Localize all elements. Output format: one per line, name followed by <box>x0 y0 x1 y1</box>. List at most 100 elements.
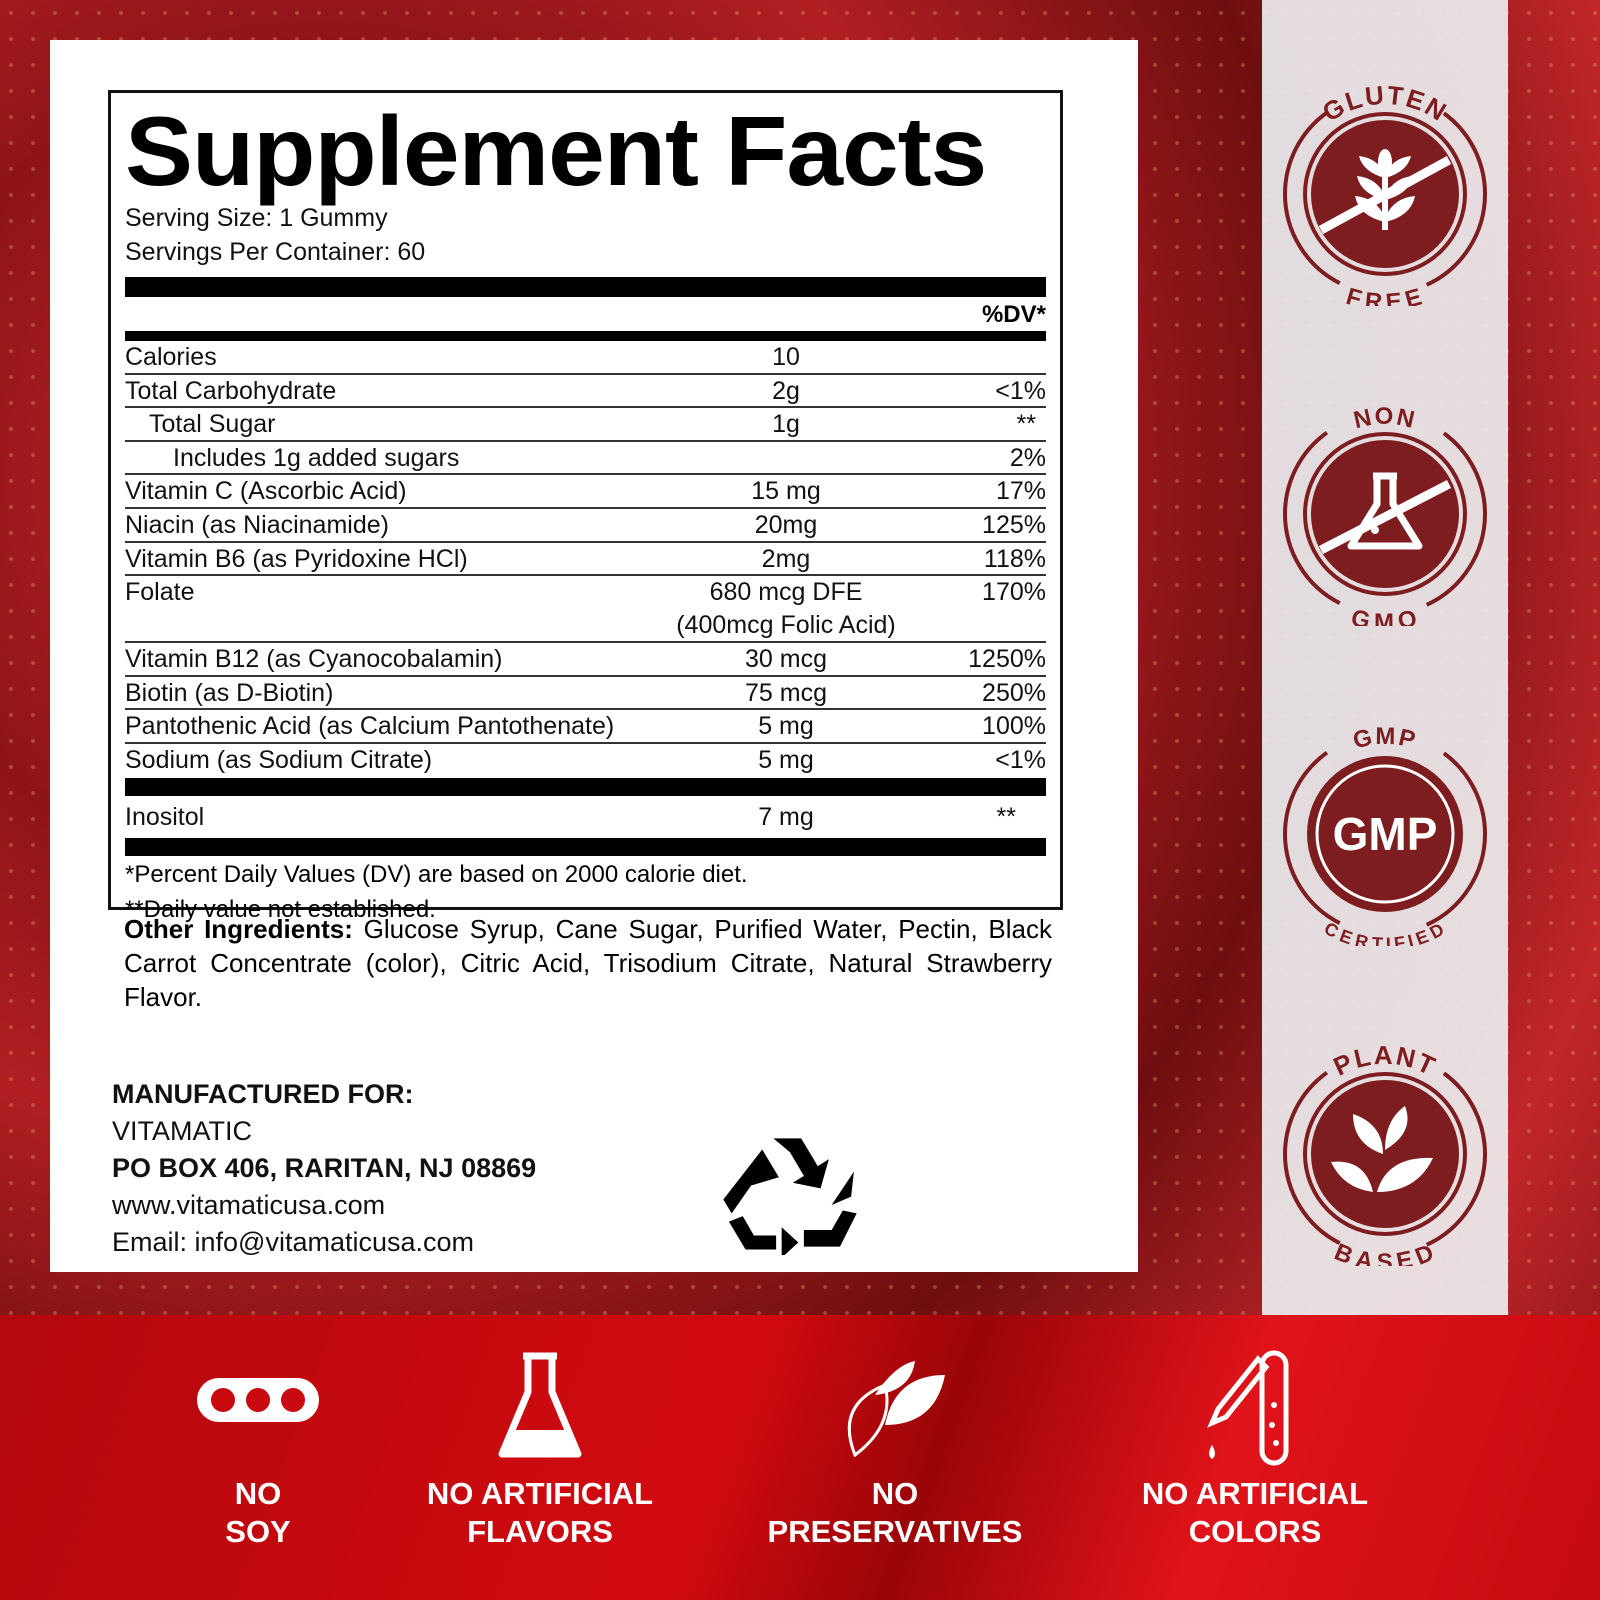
manufacturer-website: www.vitamaticusa.com <box>112 1190 386 1220</box>
badge-bottom-text: FREE <box>1343 283 1425 306</box>
supplement-facts-panel: Supplement Facts Serving Size: 1 Gummy S… <box>108 90 1063 923</box>
nutrient-amount: 2g <box>696 375 876 407</box>
table-row: Vitamin C (Ascorbic Acid) 15 mg 17% <box>125 475 1046 509</box>
leaf-icon <box>847 1361 945 1458</box>
svg-text:GMO: GMO <box>1349 605 1422 626</box>
manufacturer-info: MANUFACTURED FOR: VITAMATIC PO BOX 406, … <box>112 1076 536 1261</box>
amount-secondary: (400mcg Folic Acid) <box>676 611 896 640</box>
feature-label: NO PRESERVATIVES <box>745 1475 1045 1551</box>
nutrient-amount: 15 mg <box>696 475 876 507</box>
table-row: Total Sugar 1g ** <box>125 408 1046 442</box>
svg-text:BASED: BASED <box>1331 1239 1440 1266</box>
nutrient-dv: <1% <box>995 745 1046 774</box>
nutrient-amount: 680 mcg DFE (400mcg Folic Acid) <box>676 576 896 641</box>
nutrient-dv: 1250% <box>968 645 1046 674</box>
nutrient-dv: 170% <box>982 578 1046 607</box>
nutrient-name: Calories <box>125 343 217 371</box>
nutrient-amount: 30 mcg <box>696 643 876 675</box>
nutrient-dv: 2% <box>1009 443 1046 472</box>
features-band: NO SOY NO ARTIFICIAL FLAVORS NO PRESERVATIVES… <box>0 1315 1600 1600</box>
table-row: Folate 680 mcg DFE (400mcg Folic Acid) 17… <box>125 576 1046 644</box>
nutrient-amount <box>696 442 876 474</box>
feature-line1: NO ARTIFICIAL <box>426 1476 654 1511</box>
manufacturer-name: VITAMATIC <box>112 1116 252 1146</box>
dv-header: %DV* <box>981 301 1046 328</box>
badge-top-text: NON <box>1351 403 1417 434</box>
amount-text: 1g <box>772 410 800 439</box>
table-row: Niacin (as Niacinamide) 20mg 125% <box>125 509 1046 543</box>
serving-size: Serving Size: 1 Gummy <box>125 204 388 232</box>
badge-bottom-text: BASED <box>1331 1239 1438 1266</box>
badge-non-gmo: NON GMO <box>1283 403 1487 626</box>
svg-text:GMP: GMP <box>1350 723 1419 755</box>
feature-label: NO ARTIFICIAL COLORS <box>1105 1475 1405 1551</box>
manufacturer-label: MANUFACTURED FOR: <box>112 1079 414 1109</box>
table-row: Total Carbohydrate 2g <1% <box>125 375 1046 409</box>
amount-text: 5 mg <box>758 745 814 774</box>
svg-text:NON: NON <box>1351 403 1419 434</box>
svg-text:FREE: FREE <box>1343 283 1427 306</box>
feature-line2: FLAVORS <box>467 1514 613 1549</box>
feature-label: NO SOY <box>108 1475 408 1551</box>
facts-title: Supplement Facts <box>125 96 987 206</box>
nutrient-name: Sodium (as Sodium Citrate) <box>125 745 433 774</box>
feature-label: NO ARTIFICIAL FLAVORS <box>390 1475 690 1551</box>
amount-text: 680 mcg DFE <box>709 578 863 607</box>
amount-text: 5 mg <box>758 712 814 741</box>
label-card: Supplement Facts Serving Size: 1 Gummy S… <box>50 40 1138 1272</box>
nutrient-amount: 5 mg <box>696 710 876 742</box>
svg-text:GMP: GMP <box>1333 808 1438 860</box>
other-ingredients: Other Ingredients: Glucose Syrup, Cane S… <box>124 912 1052 1014</box>
other-ingredients-text: Glucose Syrup, Cane Sugar, Purified Wate… <box>124 914 1052 1012</box>
manufacturer-address: PO BOX 406, RARITAN, NJ 08869 <box>112 1153 537 1183</box>
feature-line1: NO ARTIFICIAL <box>1141 1476 1369 1511</box>
divider <box>125 837 1046 856</box>
nutrient-amount: 75 mcg <box>696 677 876 709</box>
nutrient-dv: 17% <box>995 477 1046 506</box>
flask-icon <box>498 1352 582 1458</box>
gmp-icon: GMP <box>1333 808 1438 860</box>
feature-line2: PRESERVATIVES <box>767 1514 1023 1549</box>
nutrient-dv: 125% <box>982 510 1046 539</box>
wheat-crossed-icon <box>1318 149 1452 234</box>
table-row: Inositol 7 mg ** <box>125 796 1046 838</box>
amount-text: 10 <box>772 343 800 371</box>
nutrient-name: Vitamin B12 (as Cyanocobalamin) <box>125 645 503 674</box>
amount-text: 2mg <box>761 544 811 573</box>
table-row: Vitamin B12 (as Cyanocobalamin) 30 mcg 1… <box>125 643 1046 677</box>
amount-text: 2g <box>772 376 800 405</box>
footnote: *Percent Daily Values (DV) are based on … <box>125 860 748 888</box>
nutrient-name: Vitamin B6 (as Pyridoxine HCl) <box>125 544 468 573</box>
nutrient-dv <box>876 341 1046 373</box>
amount-text: 15 mg <box>751 477 821 506</box>
servings-per-container: Servings Per Container: 60 <box>125 238 426 266</box>
amount-text: 75 mcg <box>745 678 827 707</box>
nutrient-dv: 100% <box>982 712 1046 741</box>
nutrient-amount: 7 mg <box>758 802 814 831</box>
nutrient-name: Niacin (as Niacinamide) <box>125 510 389 539</box>
nutrient-name: Biotin (as D-Biotin) <box>125 678 334 707</box>
nutrient-dv: 250% <box>982 678 1046 707</box>
nutrient-name: Folate <box>125 578 195 607</box>
nutrient-name: Vitamin C (Ascorbic Acid) <box>125 477 407 506</box>
nutrient-name: Total Sugar <box>149 410 276 439</box>
soybean-icon <box>197 1378 319 1422</box>
nutrient-name: Pantothenic Acid (as Calcium Pantothenat… <box>125 712 615 741</box>
nutrient-name: Inositol <box>125 802 205 831</box>
badge-top-text: GMP <box>1350 723 1417 755</box>
nutrient-dv: ** <box>1016 410 1036 439</box>
nutrient-amount: 2mg <box>696 543 876 575</box>
nutrient-amount: 10 <box>696 341 876 373</box>
amount-text: 30 mcg <box>745 645 827 674</box>
table-row: Pantothenic Acid (as Calcium Pantothenat… <box>125 710 1046 744</box>
recycle-icon <box>723 1138 857 1255</box>
nutrient-dv: 118% <box>983 544 1046 573</box>
badge-gmp-certified: GMP GMP CERTIFIED <box>1283 723 1487 946</box>
table-row: Includes 1g added sugars 2% <box>125 442 1046 476</box>
flask-crossed-icon <box>1318 472 1452 554</box>
table-row: Vitamin B6 (as Pyridoxine HCl) 2mg 118% <box>125 543 1046 577</box>
divider <box>125 777 1046 796</box>
dropper-icon <box>1207 1350 1289 1466</box>
divider <box>125 277 1046 297</box>
table-row: Biotin (as D-Biotin) 75 mcg 250% <box>125 677 1046 711</box>
